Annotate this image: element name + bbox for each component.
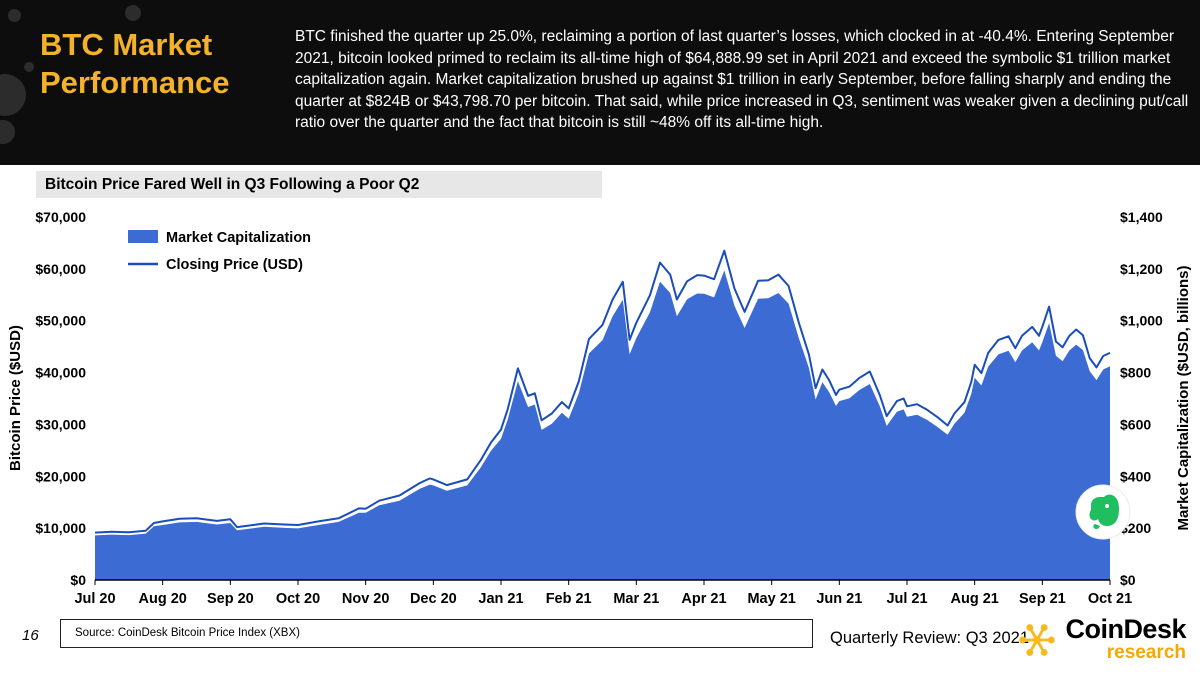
chart-title: Bitcoin Price Fared Well in Q3 Following… [36,171,602,198]
svg-text:$1,200: $1,200 [1120,261,1163,277]
source-text: Source: CoinDesk Bitcoin Price Index (XB… [75,627,300,639]
svg-text:Apr 21: Apr 21 [681,591,726,607]
source-box: Source: CoinDesk Bitcoin Price Index (XB… [60,619,813,648]
svg-text:Closing Price (USD): Closing Price (USD) [166,257,303,273]
svg-text:$1,000: $1,000 [1120,313,1163,329]
svg-text:$1,400: $1,400 [1120,209,1163,225]
svg-text:Mar 21: Mar 21 [613,591,659,607]
header: BTC Market Performance BTC finished the q… [0,0,1200,165]
decorative-circle [0,74,26,116]
svg-text:Jun 21: Jun 21 [816,591,862,607]
svg-text:Sep 20: Sep 20 [207,591,254,607]
decorative-circle [24,62,34,72]
svg-text:$60,000: $60,000 [35,261,86,277]
btc-price-chart: $0 $10,000 $20,000 $30,000 $40,000 $50,000 $60… [7,209,1192,607]
svg-text:Jul 21: Jul 21 [886,591,927,607]
svg-text:Aug 21: Aug 21 [950,591,998,607]
svg-text:$600: $600 [1120,416,1151,432]
svg-text:$0: $0 [70,572,86,588]
svg-text:$200: $200 [1120,520,1151,536]
quarterly-review-label: Quarterly Review: Q3 2021 [830,629,1030,647]
right-axis-title: Market Capitalization ($USD, billions) [1175,265,1192,530]
svg-text:$20,000: $20,000 [35,468,86,484]
coindesk-logo: CoinDesk research [1015,616,1186,663]
svg-text:Aug 20: Aug 20 [138,591,186,607]
svg-text:Jul 20: Jul 20 [74,591,115,607]
svg-text:$30,000: $30,000 [35,416,86,432]
svg-text:$800: $800 [1120,365,1151,381]
svg-text:Nov 20: Nov 20 [342,591,390,607]
decorative-circle [125,5,141,21]
left-axis-title: Bitcoin Price ($USD) [7,325,24,471]
brand-name: CoinDesk [1065,614,1186,644]
svg-text:$0: $0 [1120,572,1136,588]
svg-text:Dec 20: Dec 20 [410,591,457,607]
brand-sub: research [1106,642,1186,663]
closing-price-line [94,249,1111,534]
decorative-circle [8,9,21,22]
page-title: BTC Market Performance [40,26,230,102]
page-title-line1: BTC Market [40,27,213,62]
intro-text: BTC finished the quarter up 25.0%, recla… [295,28,1189,131]
svg-text:$10,000: $10,000 [35,520,86,536]
svg-text:May 21: May 21 [747,591,795,607]
svg-text:$50,000: $50,000 [35,313,86,329]
svg-text:Oct 21: Oct 21 [1088,591,1132,607]
market-cap-area [95,270,1110,580]
evernote-icon [1089,494,1119,530]
page-title-line2: Performance [40,65,230,100]
evernote-badge[interactable] [1075,484,1131,540]
svg-text:$70,000: $70,000 [35,209,86,225]
svg-text:$400: $400 [1120,468,1151,484]
page-number: 16 [22,627,39,644]
svg-text:Oct 20: Oct 20 [276,591,320,607]
svg-text:Jan 21: Jan 21 [478,591,523,607]
coindesk-icon [1019,623,1056,656]
svg-text:Sep 21: Sep 21 [1019,591,1066,607]
evernote-icon-eye [1105,504,1109,508]
svg-text:Feb 21: Feb 21 [546,591,592,607]
axis-ticks: $0 $10,000 $20,000 $30,000 $40,000 $50,000 $60… [35,209,1163,607]
decorative-circle [0,120,15,144]
chart-legend: Market Capitalization Closing Price (USD) [128,230,311,273]
svg-text:Market Capitalization: Market Capitalization [166,230,311,246]
svg-text:$40,000: $40,000 [35,365,86,381]
